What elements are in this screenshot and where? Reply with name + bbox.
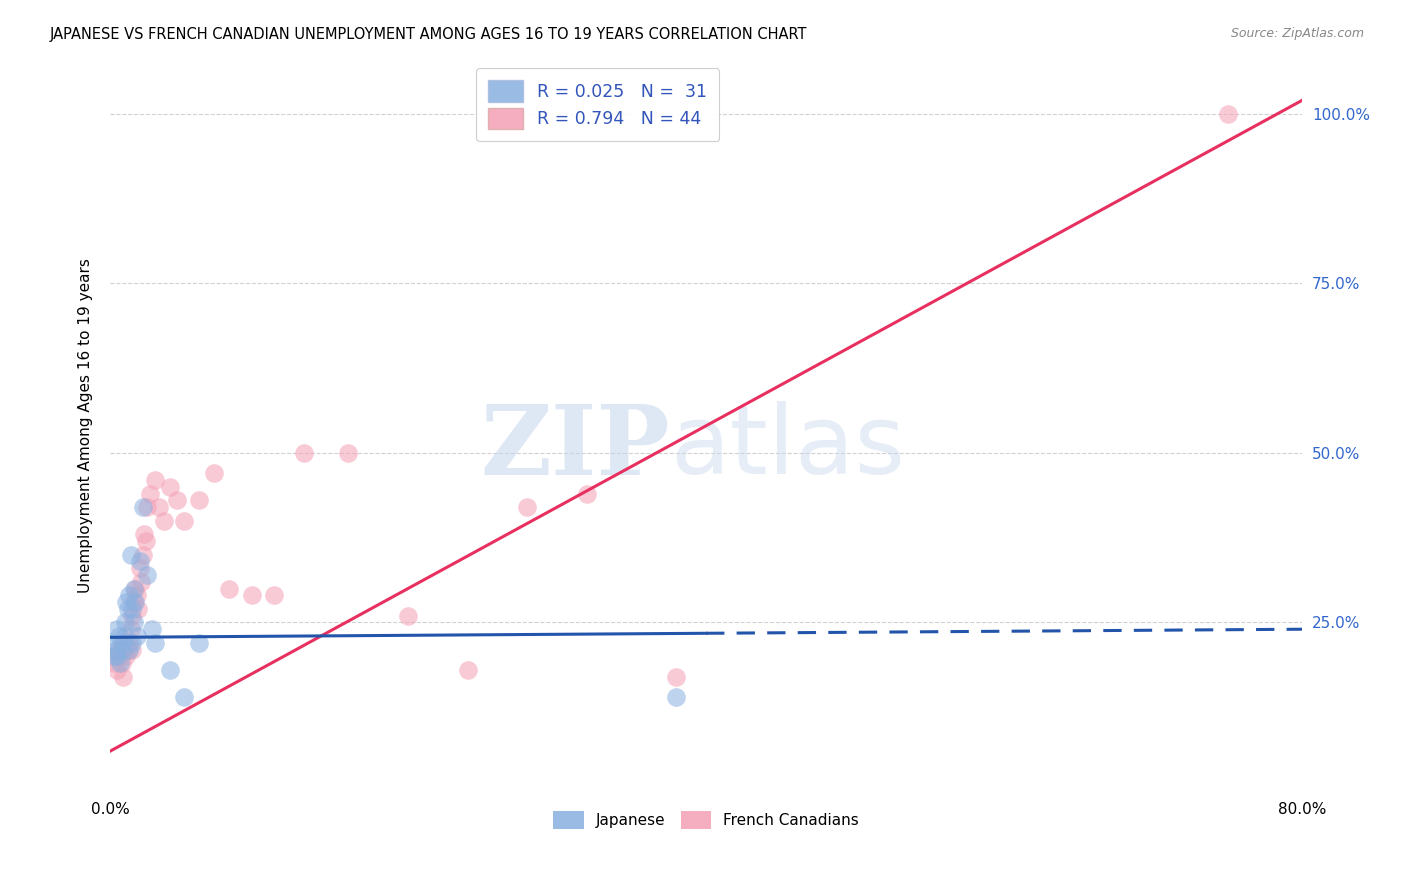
Text: atlas: atlas (671, 401, 905, 494)
Point (129, 574, 152, 589)
Point (118, 588, 141, 602)
Point (121, 608, 143, 623)
Point (516, 500, 538, 515)
Point (103, 656, 125, 670)
Point (159, 480, 181, 494)
Point (124, 595, 146, 609)
Point (143, 636, 166, 650)
Point (105, 649, 128, 664)
Point (105, 663, 128, 677)
Text: Source: ZipAtlas.com: Source: ZipAtlas.com (1230, 27, 1364, 40)
Point (143, 473, 166, 487)
Point (136, 568, 159, 582)
Point (122, 615, 145, 630)
Text: ZIP: ZIP (481, 401, 671, 495)
Point (122, 595, 145, 609)
Point (166, 493, 188, 508)
Point (240, 588, 263, 602)
Point (148, 500, 170, 515)
Point (152, 514, 174, 528)
Point (128, 561, 150, 575)
Point (121, 642, 143, 657)
Point (665, 690, 688, 704)
Point (115, 649, 138, 664)
Point (104, 649, 127, 664)
Point (117, 602, 139, 616)
Point (665, 670, 688, 684)
Point (108, 629, 131, 643)
Point (114, 629, 136, 643)
Point (134, 527, 156, 541)
Point (121, 636, 143, 650)
Point (120, 622, 142, 636)
Point (118, 636, 141, 650)
Point (112, 670, 135, 684)
Point (337, 446, 360, 460)
Point (122, 582, 145, 596)
Point (132, 548, 155, 562)
Point (108, 642, 131, 657)
Point (121, 602, 143, 616)
Point (396, 608, 419, 623)
Legend: Japanese, French Canadians: Japanese, French Canadians (547, 805, 865, 836)
Point (118, 642, 141, 657)
Point (457, 663, 479, 677)
Point (103, 649, 125, 664)
Point (128, 554, 150, 568)
Point (292, 446, 315, 460)
Y-axis label: Unemployment Among Ages 16 to 19 years: Unemployment Among Ages 16 to 19 years (79, 259, 93, 593)
Point (575, 486, 598, 500)
Point (263, 588, 285, 602)
Point (110, 649, 132, 664)
Point (202, 467, 225, 481)
Point (101, 636, 124, 650)
Point (114, 636, 136, 650)
Point (110, 656, 132, 670)
Point (173, 514, 195, 528)
Point (125, 629, 148, 643)
Point (112, 642, 135, 657)
Point (120, 548, 142, 562)
Point (115, 595, 138, 609)
Point (188, 493, 211, 508)
Point (141, 622, 163, 636)
Point (218, 582, 240, 596)
Point (173, 690, 195, 704)
Point (188, 636, 211, 650)
Text: JAPANESE VS FRENCH CANADIAN UNEMPLOYMENT AMONG AGES 16 TO 19 YEARS CORRELATION C: JAPANESE VS FRENCH CANADIAN UNEMPLOYMENT… (49, 27, 807, 42)
Point (132, 500, 155, 515)
Point (114, 615, 136, 630)
Point (111, 656, 134, 670)
Point (111, 636, 134, 650)
Point (127, 602, 149, 616)
Point (104, 642, 127, 657)
Point (125, 588, 148, 602)
Point (117, 642, 139, 657)
Point (159, 663, 181, 677)
Point (136, 500, 159, 515)
Point (135, 534, 157, 549)
Point (1216, 107, 1239, 121)
Point (139, 486, 162, 500)
Point (124, 582, 146, 596)
Point (105, 622, 128, 636)
